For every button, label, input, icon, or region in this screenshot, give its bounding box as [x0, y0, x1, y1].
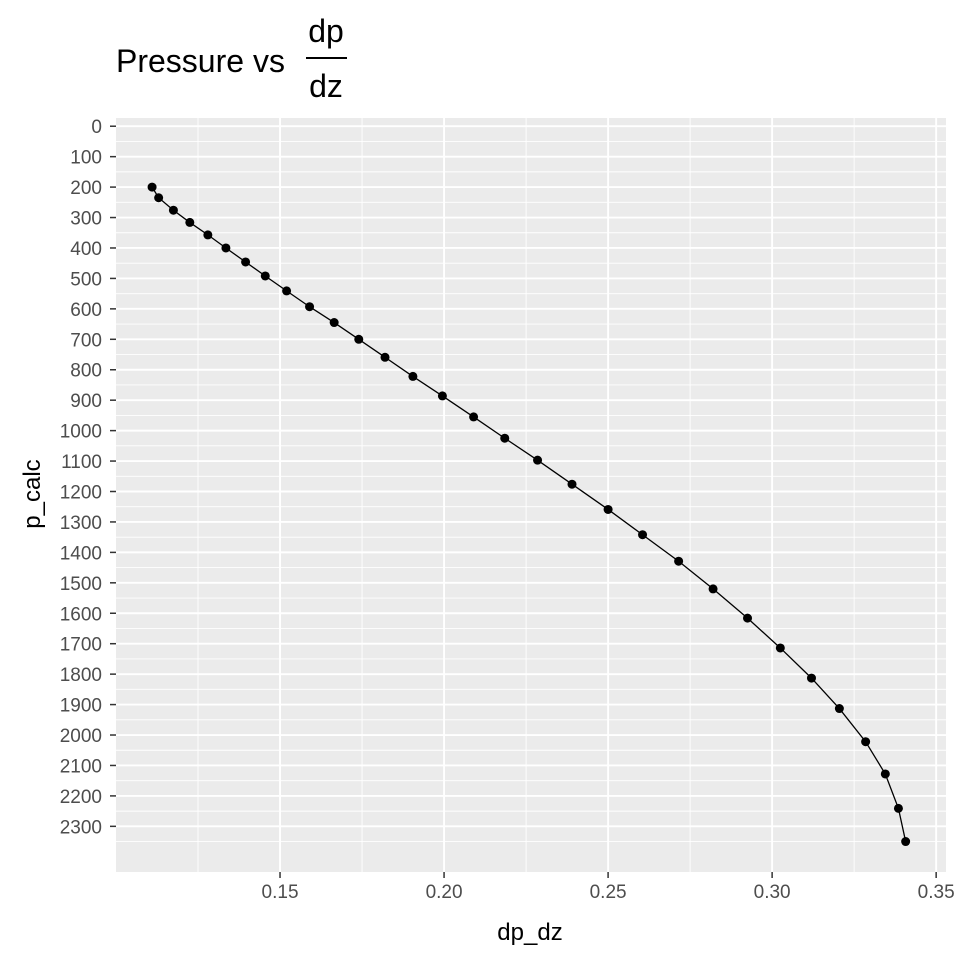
chart-title-denominator: dz	[309, 68, 343, 104]
chart-title-numerator: dp	[308, 13, 344, 49]
data-point	[775, 643, 785, 653]
x-tick-label: 0.25	[590, 882, 627, 903]
data-point	[185, 217, 195, 227]
data-point	[834, 704, 844, 714]
y-tick-label: 800	[70, 361, 102, 382]
data-point	[500, 433, 510, 443]
data-point	[533, 455, 543, 465]
data-point	[861, 737, 871, 747]
y-tick-label: 2000	[60, 726, 102, 747]
y-tick-label: 200	[70, 178, 102, 199]
data-points-layer	[147, 182, 911, 847]
y-tick-label: 1400	[60, 543, 102, 564]
data-point	[380, 352, 390, 362]
y-tick-label: 1000	[60, 422, 102, 443]
y-axis: 0 100 200 300 400 500 600 700 800 900 1000 1100 1200…	[60, 117, 116, 838]
data-point	[354, 334, 364, 344]
data-point	[567, 479, 577, 489]
x-tick-label: 0.30	[754, 882, 791, 903]
y-tick-label: 1300	[60, 513, 102, 534]
grid-minor	[116, 118, 946, 872]
data-point	[147, 182, 157, 192]
y-tick-label: 1500	[60, 574, 102, 595]
y-tick-label: 2100	[60, 756, 102, 777]
data-point	[154, 193, 164, 203]
y-tick-label: 400	[70, 239, 102, 260]
x-tick-label: 0.20	[426, 882, 463, 903]
data-point	[241, 257, 251, 267]
y-tick-label: 1900	[60, 696, 102, 717]
y-tick-label: 1800	[60, 665, 102, 686]
data-point	[469, 412, 479, 422]
y-tick-label: 500	[70, 269, 102, 290]
x-tick-label: 0.35	[918, 882, 955, 903]
x-axis-title: dp_dz	[497, 919, 562, 946]
data-point	[168, 205, 178, 215]
data-point	[638, 530, 648, 540]
y-axis-title: p_calc	[19, 459, 46, 528]
data-point	[603, 504, 613, 514]
y-tick-label: 1100	[61, 452, 102, 473]
y-tick-label: 600	[70, 300, 102, 321]
data-point	[221, 243, 231, 253]
data-point	[437, 391, 447, 401]
data-point	[893, 803, 903, 813]
y-tick-label: 300	[70, 209, 102, 230]
data-point	[260, 271, 270, 281]
data-point	[743, 613, 753, 623]
y-tick-label: 700	[70, 330, 102, 351]
data-point	[708, 584, 718, 594]
y-tick-label: 1200	[60, 482, 102, 503]
data-point	[806, 673, 816, 683]
y-tick-label: 2200	[60, 787, 102, 808]
y-tick-label: 1700	[60, 635, 102, 656]
chart-title-prefix: Pressure vs	[116, 43, 285, 79]
x-axis: 0.15 0.20 0.25 0.30 0.35	[262, 872, 955, 903]
data-point	[305, 302, 315, 312]
x-tick-label: 0.15	[262, 882, 299, 903]
data-point	[901, 837, 911, 847]
plot-panel	[116, 118, 946, 872]
data-point	[203, 230, 213, 240]
data-point	[282, 286, 292, 296]
grid-major	[116, 118, 946, 872]
y-tick-label: 0	[91, 117, 102, 138]
data-point	[408, 371, 418, 381]
chart-title: Pressure vs dp dz	[116, 13, 347, 104]
y-tick-label: 100	[70, 148, 102, 169]
y-tick-label: 1600	[60, 604, 102, 625]
data-point	[674, 556, 684, 566]
y-tick-label: 900	[70, 391, 102, 412]
data-point	[880, 769, 890, 779]
data-point	[329, 318, 339, 328]
y-tick-label: 2300	[60, 817, 102, 838]
